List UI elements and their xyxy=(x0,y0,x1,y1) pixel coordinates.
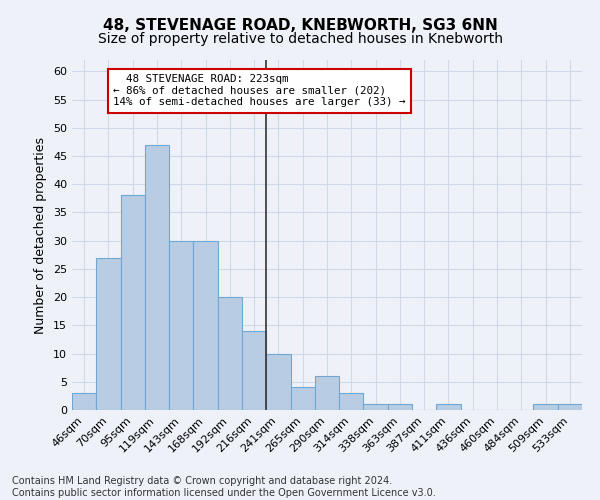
Bar xyxy=(193,240,218,410)
Y-axis label: Number of detached properties: Number of detached properties xyxy=(34,136,47,334)
Text: 48, STEVENAGE ROAD, KNEBWORTH, SG3 6NN: 48, STEVENAGE ROAD, KNEBWORTH, SG3 6NN xyxy=(103,18,497,32)
Bar xyxy=(218,297,242,410)
Text: 48 STEVENAGE ROAD: 223sqm
← 86% of detached houses are smaller (202)
14% of semi: 48 STEVENAGE ROAD: 223sqm ← 86% of detac… xyxy=(113,74,406,108)
Bar xyxy=(72,393,96,410)
Bar xyxy=(96,258,121,410)
Bar xyxy=(315,376,339,410)
Bar xyxy=(388,404,412,410)
Text: Contains HM Land Registry data © Crown copyright and database right 2024.
Contai: Contains HM Land Registry data © Crown c… xyxy=(12,476,436,498)
Bar xyxy=(339,393,364,410)
Bar xyxy=(242,331,266,410)
Bar xyxy=(169,240,193,410)
Bar xyxy=(436,404,461,410)
Bar xyxy=(290,388,315,410)
Bar xyxy=(145,144,169,410)
Text: Size of property relative to detached houses in Knebworth: Size of property relative to detached ho… xyxy=(97,32,503,46)
Bar xyxy=(558,404,582,410)
Bar xyxy=(266,354,290,410)
Bar xyxy=(533,404,558,410)
Bar xyxy=(364,404,388,410)
Bar xyxy=(121,196,145,410)
